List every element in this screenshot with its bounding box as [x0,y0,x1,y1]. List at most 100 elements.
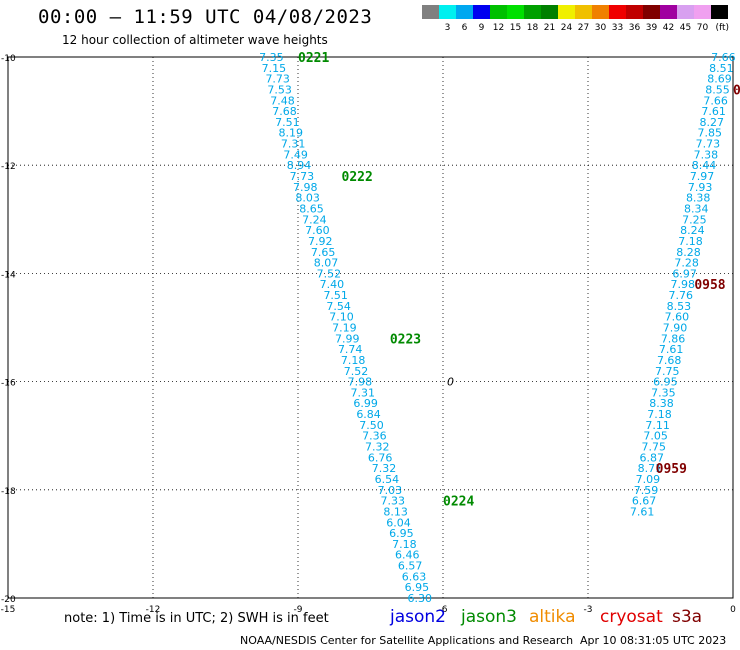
y-tick-label: -10 [1,54,16,64]
wave-height-label: 6.57 [398,560,423,573]
wave-height-label: 7.24 [302,213,327,226]
wave-height-label: 7.66 [711,51,736,64]
wave-height-label: 8.53 [667,300,692,313]
wave-height-label: 8.13 [383,505,408,518]
colorbar-swatch [524,5,541,19]
wave-height-label: 7.92 [308,235,333,248]
x-tick-label: -15 [1,605,16,615]
wave-height-label: 7.99 [335,332,360,345]
wave-height-label: 8.38 [686,192,711,205]
wave-height-label: 6.76 [368,451,393,464]
colorbar-swatch [422,5,439,19]
wave-height-label: 7.32 [365,441,390,454]
wave-height-label: 6.95 [653,376,678,389]
wave-height-label: 7.53 [267,83,292,96]
colorbar-swatch [711,5,728,19]
wave-height-label: 7.31 [351,386,376,399]
wave-height-label: 8.07 [314,257,339,270]
wave-height-label: 6.63 [402,570,427,583]
wave-height-label: 8.27 [699,116,724,129]
colorbar-swatch [694,5,711,19]
chart-subtitle: 12 hour collection of altimeter wave hei… [62,33,328,47]
legend-altika: altika [529,607,576,627]
wave-height-label: 7.05 [643,430,668,443]
wave-height-label: 7.73 [290,170,315,183]
wave-height-label: 6.04 [386,516,411,529]
wave-height-label: 7.61 [701,105,726,118]
wave-height-label: 6.46 [395,549,420,562]
wave-height-label: 7.10 [329,311,354,324]
wave-height-label: 7.90 [663,322,688,335]
wave-height-label: 6.30 [408,592,433,605]
wave-height-label: 7.60 [665,311,690,324]
legend-jason2: jason2 [390,607,446,627]
colorbar-tick-label: 6 [462,23,468,33]
wave-height-label: 7.66 [703,94,728,107]
plot-frame [7,56,734,599]
wave-height-label: 7.28 [674,257,699,270]
wave-height-label: 6.54 [375,473,400,486]
colorbar-swatch [541,5,558,19]
wave-height-label: 7.35 [259,51,284,64]
colorbar-tick-label: 24 [561,23,573,33]
x-tick-label: -6 [439,605,448,615]
wave-height-label: 7.33 [380,495,405,508]
wave-height-label: 8.24 [680,224,705,237]
wave-height-label: 7.61 [659,343,684,356]
wave-height-label: 7.60 [305,224,330,237]
wave-height-label: 8.94 [287,159,312,172]
wave-height-label: 6.97 [672,267,697,280]
units-note: note: 1) Time is in UTC; 2) SWH is in fe… [64,611,329,626]
y-tick-label: -16 [1,379,16,389]
colorbar-swatch [473,5,490,19]
colorbar-unit: (ft) [715,23,729,33]
wave-height-label: 7.52 [317,267,342,280]
y-tick-label: -20 [1,595,16,605]
wave-height-label: 8.03 [295,192,320,205]
wave-height-label: 7.75 [655,365,680,378]
pass-time-label: 0958 [694,278,725,293]
wave-height-label: 8.69 [707,73,732,86]
wave-height-label: 7.68 [657,354,682,367]
wave-height-label: 7.59 [634,484,659,497]
wave-height-label: 6.67 [632,495,657,508]
wave-height-label: 7.51 [275,116,300,129]
wave-height-label: 7.54 [326,300,351,313]
colorbar-swatch [626,5,643,19]
wave-height-label: 6.95 [405,581,430,594]
colorbar-tick-label: 70 [697,23,709,33]
wave-height-label: 6.87 [640,451,665,464]
wave-height-label: 7.75 [641,441,666,454]
wave-height-label: 7.18 [392,538,417,551]
wave-height-label: 7.18 [647,408,672,421]
wave-height-label: 7.36 [362,430,387,443]
footer-agency: NOAA/NESDIS Center for Satellite Applica… [240,634,574,647]
pass-time-label: 0223 [390,332,421,347]
colorbar-swatch [490,5,507,19]
wave-height-label: 7.65 [311,246,336,259]
wave-height-label: 7.31 [281,138,306,151]
wave-height-label: 7.09 [636,473,661,486]
wave-height-label: 8.51 [709,62,734,75]
wave-height-label: 7.52 [344,365,369,378]
wave-height-label: 7.98 [293,181,318,194]
wave-height-label: 7.86 [661,332,686,345]
x-tick-label: -12 [146,605,161,615]
wave-height-label: 7.68 [272,105,297,118]
colorbar-tick-label: 45 [680,23,691,33]
y-tick-label: -14 [1,270,16,280]
colorbar-swatch [456,5,473,19]
legend-cryosat: cryosat [600,607,663,627]
wave-height-label: 8.65 [299,202,324,215]
wave-height-label: 7.18 [678,235,703,248]
wave-height-label: 7.40 [320,278,345,291]
wave-height-label: 7.25 [682,213,707,226]
wave-height-label: 7.98 [348,376,373,389]
wave-height-label: 8.34 [684,202,709,215]
wave-height-label: 7.51 [323,289,348,302]
colorbar-swatch [677,5,694,19]
colorbar-tick-label: 36 [629,23,641,33]
wave-height-label: 7.85 [698,127,723,140]
colorbar-tick-label: 30 [595,23,607,33]
